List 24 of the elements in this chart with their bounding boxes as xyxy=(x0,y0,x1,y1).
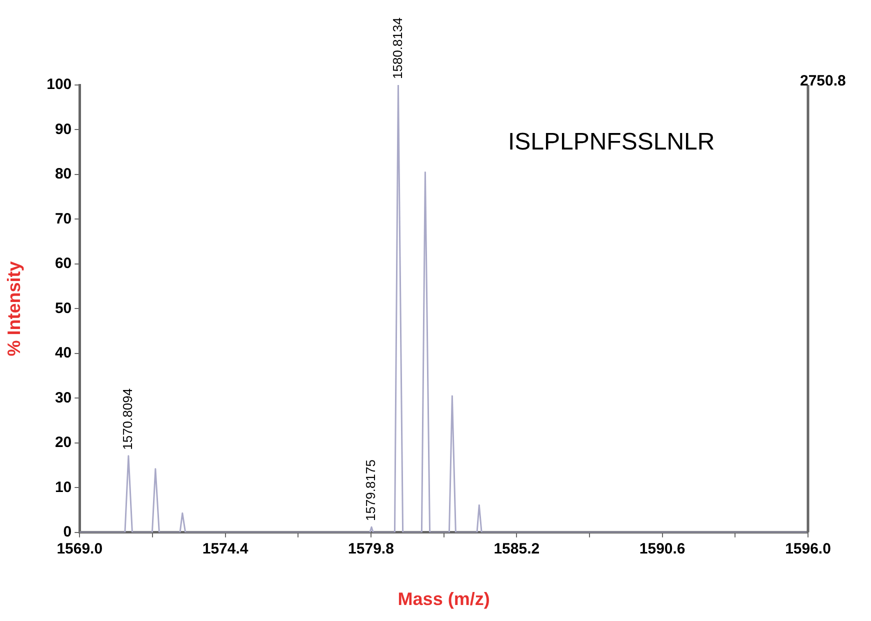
x-tick-label: 1574.4 xyxy=(202,540,249,558)
y-tick-label: 30 xyxy=(54,389,72,406)
annotation: 2750.8 xyxy=(800,72,846,90)
y-tick-label: 80 xyxy=(54,166,72,183)
y-tick-label: 10 xyxy=(54,478,72,496)
y-tick-label: 40 xyxy=(54,344,72,362)
x-tick-label: 1596.0 xyxy=(785,540,831,558)
x-axis-title: Mass (m/z) xyxy=(398,589,490,610)
annotation: 1570.8094 xyxy=(120,388,136,450)
y-tick-label: 0 xyxy=(63,524,72,541)
y-tick-label: 100 xyxy=(46,76,72,94)
x-tick-label: 1579.8 xyxy=(348,540,394,558)
y-axis-title: % Intensity xyxy=(4,261,24,356)
y-tick-label: 60 xyxy=(54,255,72,272)
annotation: ISLPLPNFSSLNLR xyxy=(508,128,715,156)
y-tick-label: 20 xyxy=(54,434,72,452)
y-tick-label: 90 xyxy=(54,120,72,138)
y-tick-label: 70 xyxy=(54,210,72,228)
x-tick-label: 1590.6 xyxy=(639,540,686,558)
annotation: 1579.8175 xyxy=(363,460,378,522)
y-tick-label: 50 xyxy=(54,300,72,317)
x-tick-label: 1569.0 xyxy=(56,540,103,558)
annotation: 1580.8134 xyxy=(390,18,405,79)
x-tick-label: 1585.2 xyxy=(494,540,540,558)
